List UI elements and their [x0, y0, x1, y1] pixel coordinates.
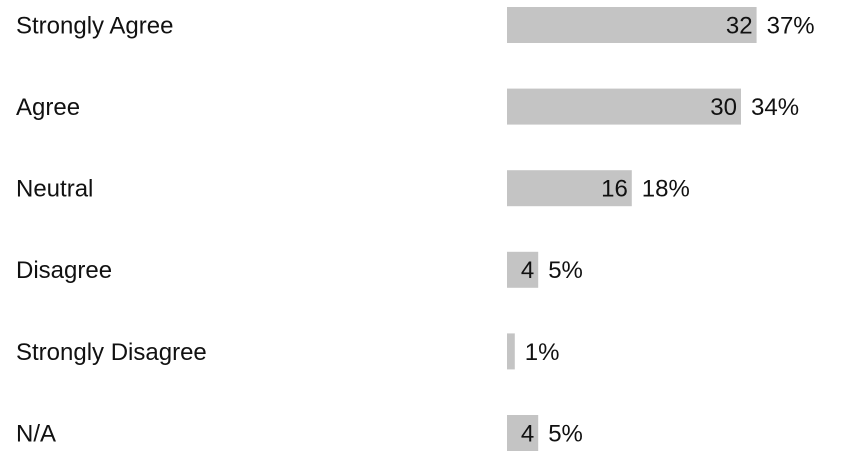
bar-value-label: 32: [726, 12, 753, 39]
bar-1: [507, 88, 741, 125]
category-label: Agree: [16, 94, 80, 121]
bar-3: [507, 251, 539, 288]
bar-percent-label: 1%: [525, 339, 560, 366]
category-label: N/A: [16, 420, 56, 447]
bar-0: [507, 7, 757, 43]
bar-value-label: 16: [601, 176, 628, 203]
bar-value-label: 30: [710, 94, 737, 121]
category-label: Disagree: [16, 257, 112, 284]
bar-2: [507, 170, 632, 207]
bar-5: [507, 415, 539, 451]
category-label: Strongly Agree: [16, 12, 173, 39]
category-label: Strongly Disagree: [16, 339, 207, 366]
bar-value-label: 4: [521, 257, 534, 284]
bar-percent-label: 5%: [548, 420, 583, 447]
bar-percent-label: 5%: [548, 257, 583, 284]
bar-percent-label: 34%: [751, 94, 799, 121]
bar-percent-label: 37%: [767, 12, 815, 39]
bar-percent-label: 18%: [642, 176, 690, 203]
category-label: Neutral: [16, 176, 93, 203]
bar-value-label: 4: [521, 420, 534, 447]
bar-4: [507, 333, 515, 370]
